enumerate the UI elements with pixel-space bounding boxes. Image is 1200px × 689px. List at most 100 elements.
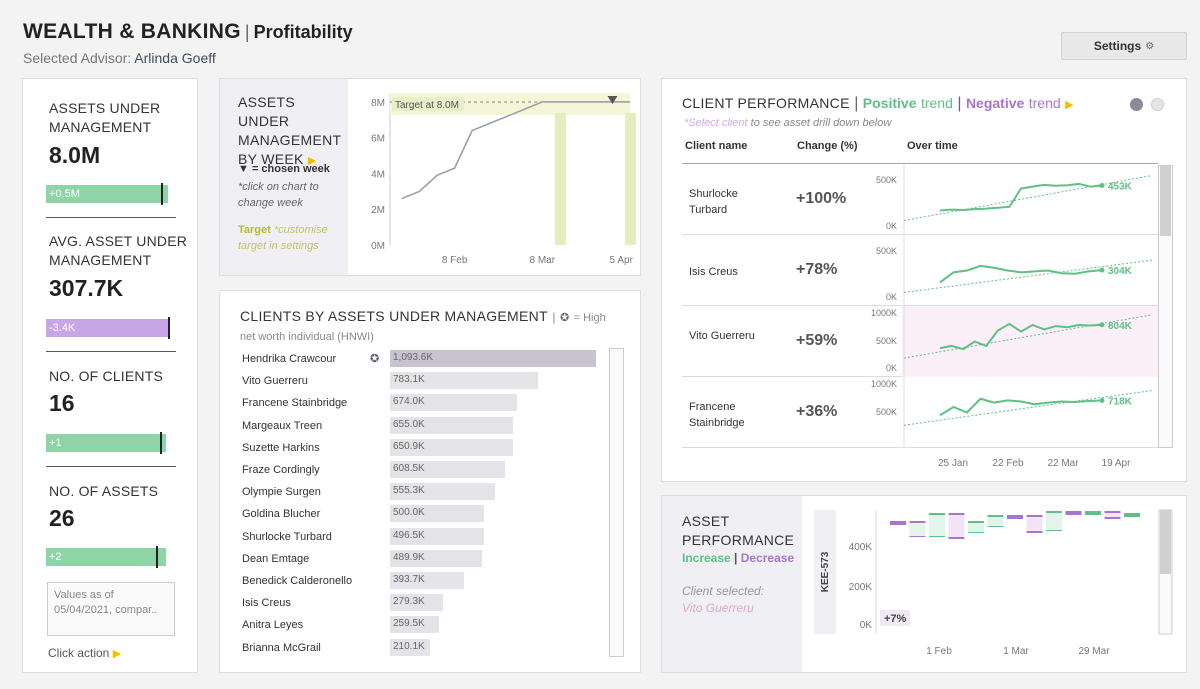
client-name[interactable]: Anitra Leyes [242, 619, 304, 632]
client-aum-bar[interactable]: 496.5K [390, 527, 484, 545]
scrollbar[interactable] [1158, 165, 1173, 448]
x-tick-label: 1 Mar [1003, 646, 1029, 657]
client-name[interactable]: Benedick Calderonello [242, 575, 353, 587]
client-aum-bar[interactable]: 393.7K [390, 572, 465, 589]
waterfall-bar[interactable] [1046, 512, 1062, 530]
waterfall-bar[interactable] [1104, 512, 1121, 518]
scrollbar[interactable] [609, 348, 624, 657]
client-perf-hint: *Select client to see asset drill down b… [684, 117, 891, 129]
x-tick-label: 22 Feb [992, 458, 1024, 469]
client-name[interactable]: Isis Creus [242, 597, 291, 610]
x-tick-label: 29 Mar [1078, 646, 1110, 657]
end-point [1099, 267, 1105, 273]
negative-trend-label: trend [1028, 95, 1061, 111]
kpi-clients-label: NO. OF CLIENTS [49, 368, 164, 384]
y-tick-label: 500K [875, 406, 897, 417]
kpi-divider [46, 351, 176, 352]
client-name[interactable]: Francene Stainbridge [242, 397, 348, 410]
client-sparkline[interactable]: 304K [902, 235, 1158, 306]
click-action[interactable]: Click action ▶ [48, 646, 121, 660]
waterfall-bar[interactable] [948, 514, 965, 538]
aum-week-title: ASSETS UNDER MANAGEMENT BY WEEK ▶ [238, 93, 344, 171]
y-tick-label: 500K [875, 175, 897, 186]
waterfall-bar[interactable] [987, 516, 1004, 526]
positive-trend-label: trend [920, 95, 953, 111]
client-aum-bar[interactable]: 783.1K [390, 372, 538, 390]
x-tick-label: 19 Apr [1102, 458, 1132, 469]
x-tick-label: 25 Jan [938, 458, 968, 469]
play-triangle-icon: ▶ [1065, 99, 1074, 111]
client-aum-bar[interactable]: 650.9K [390, 438, 513, 456]
client-name: Shurlocke Turbard [689, 187, 738, 216]
title-separator: | [854, 95, 859, 112]
client-name[interactable]: Hendrika Crawcour [242, 353, 337, 365]
clients-aum-panel: CLIENTS BY ASSETS UNDER MANAGEMENT | ✪ =… [219, 290, 641, 673]
asset-waterfall-chart[interactable]: KEE-573 400K 200K 0K +7% 1 Feb 1 Mar 29 Mar [810, 506, 1174, 670]
aum-week-chart[interactable]: Target at 8.0M 8M 6M 4M 2M 0M 8 Feb 8 Mar 5 Apr [348, 79, 640, 275]
y-tick-label: 1000K [870, 379, 897, 389]
client-perf-row[interactable]: Francene Stainbridge +36% 718K 1000K 500K [682, 377, 1158, 448]
settings-button[interactable]: Settings ⚙ [1061, 32, 1187, 60]
chosen-week-marker-icon: ▼ [238, 163, 249, 175]
asset-label-band [814, 510, 836, 634]
title-separator: | [957, 95, 962, 112]
col-over-time: Over time [907, 140, 958, 152]
client-aum-bar[interactable]: 608.5K [390, 461, 505, 478]
waterfall-bar[interactable] [929, 514, 945, 536]
target-hint: *customise target in settings [238, 224, 328, 252]
view-toggle-dot-active[interactable] [1130, 98, 1143, 111]
y-tick-label: 400K [849, 542, 873, 553]
scrollbar-thumb[interactable] [1160, 510, 1171, 574]
end-value-label: 453K [1108, 181, 1133, 192]
client-aum-bar[interactable]: 210.1K [390, 638, 430, 656]
col-client-name: Client name [685, 140, 748, 152]
client-aum-bar[interactable]: 279.3K [390, 594, 443, 612]
client-name[interactable]: Margeaux Treen [242, 419, 323, 432]
client-name[interactable]: Brianna McGrail [242, 641, 321, 654]
client-aum-bar[interactable]: 259.5K [390, 616, 439, 634]
hnwi-star-icon: ✪ [559, 312, 570, 324]
y-tick-label: 500K [875, 246, 897, 257]
client-aum-bar[interactable]: 500.0K [390, 505, 485, 523]
highlight-week-bar[interactable] [554, 113, 566, 245]
client-aum-bar[interactable]: 555.3K [390, 483, 495, 501]
x-tick-label: 1 Feb [926, 646, 952, 657]
view-toggle-dot[interactable] [1151, 98, 1164, 111]
client-name[interactable]: Vito Guerreru [242, 375, 308, 388]
highlight-week-bar[interactable] [625, 113, 636, 245]
y-tick-label: 0M [371, 241, 385, 252]
client-name[interactable]: Suzette Harkins [242, 441, 320, 454]
aum-series-line[interactable] [401, 101, 630, 200]
client-aum-bar[interactable]: 655.0K [390, 416, 514, 434]
clients-aum-chart[interactable]: Hendrika Crawcour ✪ 1,093.6K Vito Guerreru 7… [220, 347, 620, 657]
client-perf-row[interactable]: Vito Guerreru +59% 804K 1000K 500K 0K [682, 306, 1158, 377]
gear-icon: ⚙ [1145, 40, 1155, 52]
select-client-hint: *Select client [684, 117, 748, 129]
chosen-week-marker[interactable] [607, 95, 618, 104]
waterfall-bar[interactable] [909, 522, 926, 536]
client-name[interactable]: Fraze Cordingly [242, 464, 320, 476]
kpi-assets-label: NO. OF ASSETS [49, 483, 159, 499]
client-aum-bar[interactable]: 674.0K [390, 394, 517, 412]
chosen-week-legend: ▼ = chosen week [238, 163, 330, 175]
client-sparkline[interactable]: 453K [902, 164, 1158, 235]
client-name[interactable]: Olympie Surgen [242, 486, 321, 499]
client-name: Isis Creus [689, 265, 738, 278]
client-aum-bar[interactable]: 1,093.6K [390, 350, 596, 367]
client-name[interactable]: Goldina Blucher [242, 508, 321, 521]
waterfall-bar[interactable] [1026, 516, 1043, 532]
kpi-clients-delta-bar: +1 [46, 434, 166, 452]
waterfall-bar[interactable] [968, 522, 984, 532]
client-perf-x-axis: 25 Jan 22 Feb 22 Mar 19 Apr [938, 458, 1132, 469]
scrollbar-thumb[interactable] [1160, 166, 1171, 236]
client-aum-bar[interactable]: 489.9K [390, 549, 483, 567]
client-sparkline[interactable]: 718K [902, 377, 1158, 448]
client-series-line [939, 182, 1103, 212]
client-name[interactable]: Dean Emtage [242, 552, 310, 565]
client-perf-row[interactable]: Isis Creus +78% 304K 500K 0K [682, 235, 1158, 306]
client-name[interactable]: Shurlocke Turbard [242, 530, 332, 543]
kpi-divider [46, 217, 176, 218]
client-perf-row[interactable]: Shurlocke Turbard +100% 453K 500K 0K [682, 164, 1158, 235]
client-sparkline[interactable]: 804K [902, 306, 1158, 377]
kpi-aum-marker [161, 183, 163, 205]
